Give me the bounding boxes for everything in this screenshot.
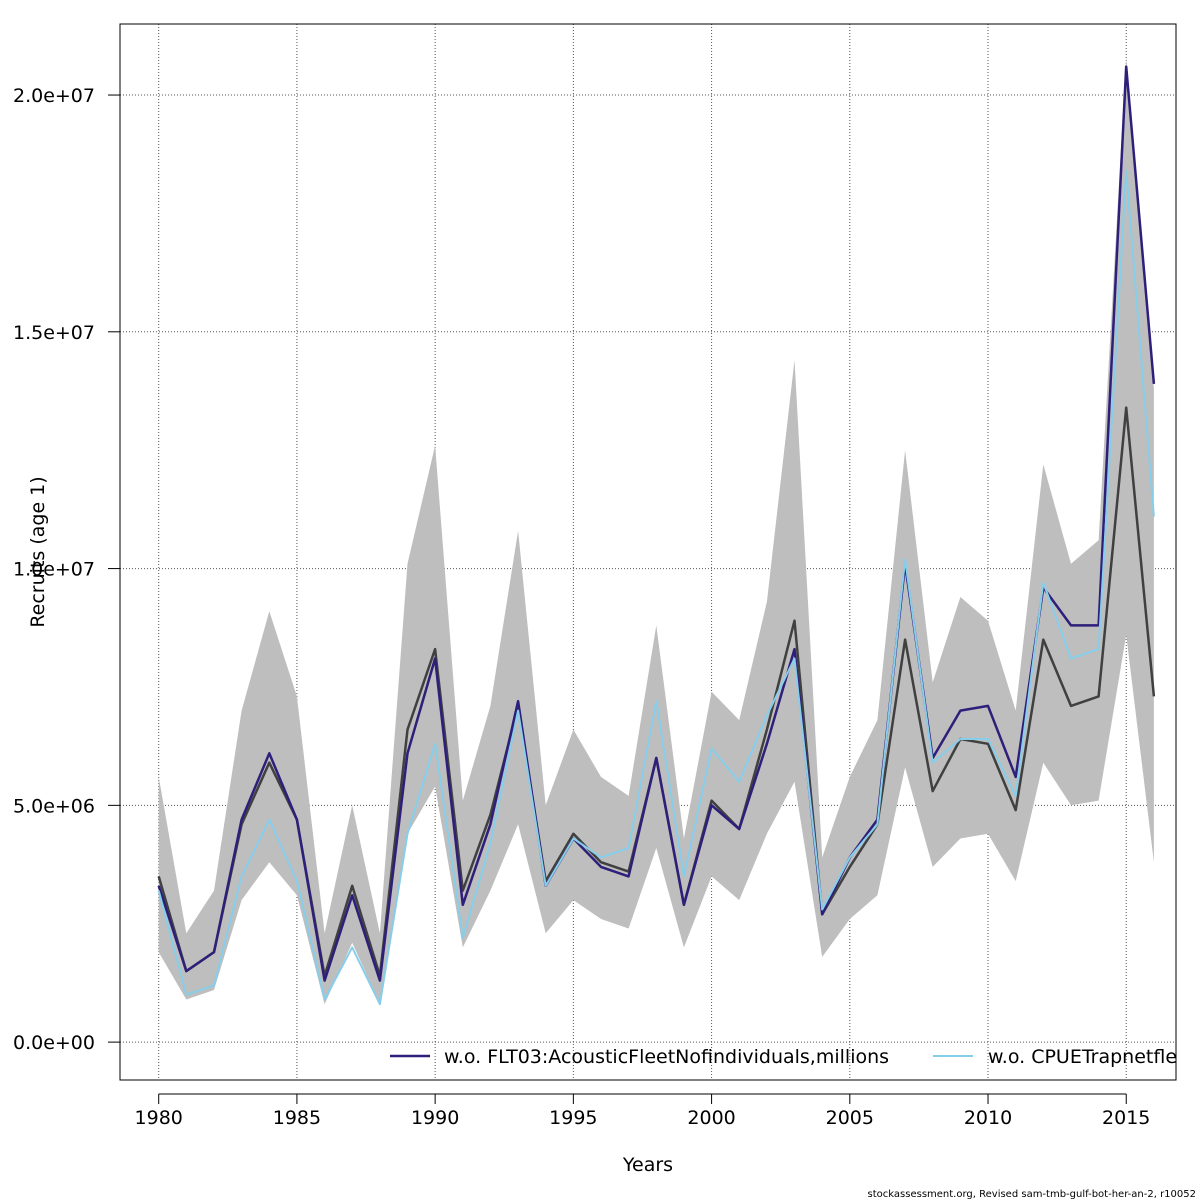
legend-label-acoustic: w.o. FLT03:AcousticFleetNofindividuals,m… [444, 1046, 889, 1068]
x-axis: 1980 1985 1990 1995 2000 2005 2010 2015 [135, 1093, 1150, 1129]
plot-frame [119, 23, 1177, 1081]
x-tick-label: 1985 [273, 1107, 321, 1129]
x-tick-label: 2005 [826, 1107, 874, 1129]
series-lines [157, 65, 1156, 1006]
x-tick-label: 2015 [1102, 1107, 1150, 1129]
plot-area [157, 57, 1156, 1006]
x-tick-label: 2010 [964, 1107, 1012, 1129]
legend: w.o. FLT03:AcousticFleetNofindividuals,m… [390, 1046, 1177, 1068]
grid [120, 24, 1176, 1080]
x-tick-label: 1995 [549, 1107, 597, 1129]
y-axis-title: Recruits (age 1) [27, 476, 49, 627]
x-axis-title: Years [622, 1154, 673, 1176]
x-tick-label: 2000 [687, 1107, 735, 1129]
footer-credit: stockassessment.org, Revised sam-tmb-gul… [868, 1189, 1196, 1200]
y-tick-label: 2.0e+07 [13, 85, 95, 107]
y-tick-label: 0.0e+00 [13, 1032, 95, 1054]
y-tick-label: 5.0e+06 [13, 795, 95, 817]
x-tick-label: 1990 [411, 1107, 459, 1129]
y-axis: 0.0e+00 5.0e+06 1.0e+07 1.5e+07 2.0e+07 [13, 85, 120, 1054]
series-line-cpue [157, 169, 1155, 1006]
y-tick-label: 1.0e+07 [13, 559, 95, 581]
y-tick-label: 1.5e+07 [13, 322, 95, 344]
series-line-acoustic [157, 65, 1156, 982]
x-tick-label: 1980 [135, 1107, 183, 1129]
legend-label-cpue: w.o. CPUETrapnetfle [988, 1046, 1177, 1068]
confidence-band [158, 57, 1154, 1005]
